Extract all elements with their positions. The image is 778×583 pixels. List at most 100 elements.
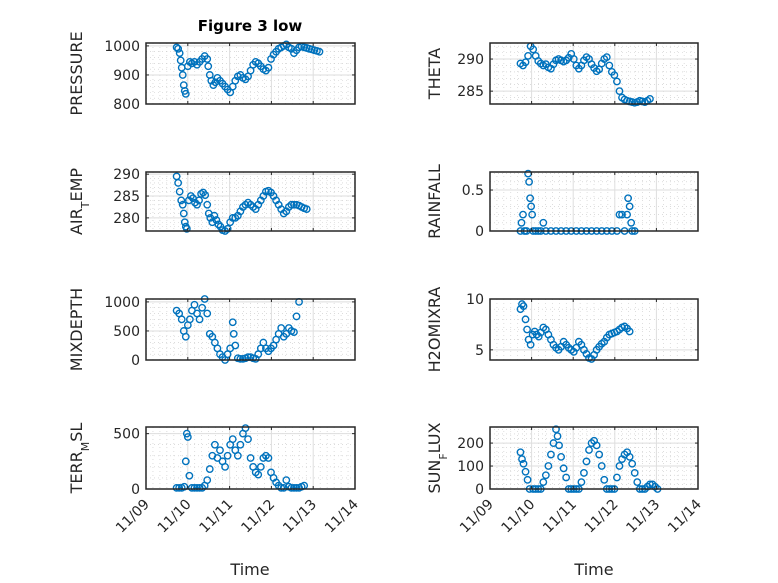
- x-tick-label: 11/13: [623, 497, 663, 537]
- data-point: [519, 210, 527, 219]
- data-point: [282, 476, 291, 485]
- y-axis-label: PRESSURE: [67, 31, 86, 115]
- data-point: [605, 61, 614, 70]
- y-tick-label: 0: [475, 224, 484, 240]
- data-point: [178, 200, 187, 209]
- y-tick-label: 0: [131, 482, 140, 498]
- x-tick-label: 11/13: [280, 497, 320, 537]
- data-point: [562, 473, 571, 482]
- x-tick-label: 11/12: [582, 497, 622, 537]
- data-point: [292, 312, 301, 321]
- panel-terr_msl: 0 500 TERRMSL 11/09 11/10 11/11 11/12 11/13 11/1…: [67, 423, 362, 537]
- data-point: [290, 328, 298, 337]
- y-tick-label: 200: [457, 436, 484, 452]
- data-point: [228, 318, 237, 327]
- data-point: [241, 424, 250, 433]
- data-point: [518, 300, 526, 308]
- data-point: [174, 44, 183, 53]
- data-point: [539, 218, 548, 227]
- data-point: [182, 429, 191, 438]
- axes-box: [489, 298, 699, 361]
- data-point: [181, 457, 190, 466]
- data-point: [534, 332, 543, 341]
- data-point: [302, 205, 311, 214]
- data-point: [592, 441, 601, 450]
- x-tick-label: 11/11: [540, 497, 580, 537]
- data-point: [175, 49, 184, 58]
- data-point: [203, 200, 212, 209]
- data-point: [185, 471, 194, 480]
- data-point: [553, 432, 562, 441]
- x-tick-label: 11/09: [113, 497, 153, 537]
- data-point: [646, 94, 654, 103]
- panel-h2omixra: 5 10 H2OMIXRA: [425, 287, 699, 372]
- data-point: [600, 475, 609, 484]
- data-point: [625, 327, 634, 336]
- panel-pressure: 800 900 1000 PRESSURE: [67, 31, 356, 116]
- data-point: [292, 483, 301, 492]
- data-point: [585, 446, 593, 454]
- x-axis-label-left: Time: [229, 560, 269, 579]
- data-point: [544, 462, 553, 470]
- data-point: [223, 224, 232, 233]
- x-tick-label: 11/14: [322, 496, 362, 536]
- data-point: [627, 218, 636, 227]
- data-point: [615, 462, 624, 470]
- y-tick-label: 280: [113, 211, 140, 227]
- data-point: [214, 220, 223, 229]
- data-point: [172, 483, 181, 492]
- data-point: [205, 465, 214, 473]
- data-point: [177, 196, 186, 205]
- data-point: [517, 218, 526, 227]
- data-point: [577, 478, 586, 487]
- x-axis-label-right: Time: [573, 560, 613, 579]
- data-point: [191, 198, 199, 207]
- data-point: [195, 196, 203, 205]
- data-point: [519, 302, 528, 311]
- y-tick-label: 900: [113, 68, 140, 84]
- data-point: [518, 455, 526, 464]
- x-tick-label: 11/10: [499, 497, 539, 537]
- data-point: [185, 315, 194, 324]
- data-point: [315, 47, 324, 56]
- x-tick-label: 11/10: [155, 497, 195, 537]
- data-point: [516, 448, 525, 457]
- y-axis-label: AIRTEMP: [67, 168, 92, 235]
- x-tick-label: 11/12: [238, 497, 278, 537]
- data-point: [524, 51, 532, 60]
- data-point: [181, 89, 190, 98]
- data-point: [557, 452, 565, 461]
- data-point: [630, 469, 639, 477]
- panel-sun_flux: 0 100 200 SUNFLUX 11/09 11/10 11/11 11/12 11/13 1…: [425, 422, 705, 536]
- data-point: [615, 87, 624, 96]
- data-point: [613, 473, 621, 482]
- y-axis-label: THETA: [425, 48, 444, 100]
- panel-air_temp: 280 285 290 AIRTEMP: [67, 167, 356, 235]
- data-point: [526, 194, 535, 203]
- data-point: [228, 435, 237, 444]
- y-tick-label: 5: [475, 343, 484, 359]
- data-point: [177, 315, 186, 324]
- panel-mixdepth: 0 500 1000 MIXDEPTH: [67, 288, 356, 371]
- data-point: [186, 192, 195, 200]
- data-point: [277, 483, 286, 492]
- data-point: [290, 483, 298, 492]
- data-point: [231, 341, 240, 350]
- data-point: [210, 211, 219, 220]
- data-point: [221, 462, 229, 471]
- data-point: [204, 62, 213, 71]
- data-point: [264, 454, 273, 462]
- data-point: [555, 441, 563, 450]
- axes-box: [145, 171, 356, 232]
- y-tick-label: 800: [113, 97, 140, 113]
- y-tick-label: 1000: [104, 39, 140, 55]
- data-point: [229, 329, 238, 338]
- data-point: [610, 71, 619, 80]
- data-point: [195, 315, 204, 324]
- data-point: [613, 77, 621, 86]
- axes-box: [145, 42, 356, 105]
- y-axis-label: RAINFALL: [425, 164, 444, 239]
- y-tick-label: 10: [466, 292, 484, 308]
- data-point: [211, 78, 220, 87]
